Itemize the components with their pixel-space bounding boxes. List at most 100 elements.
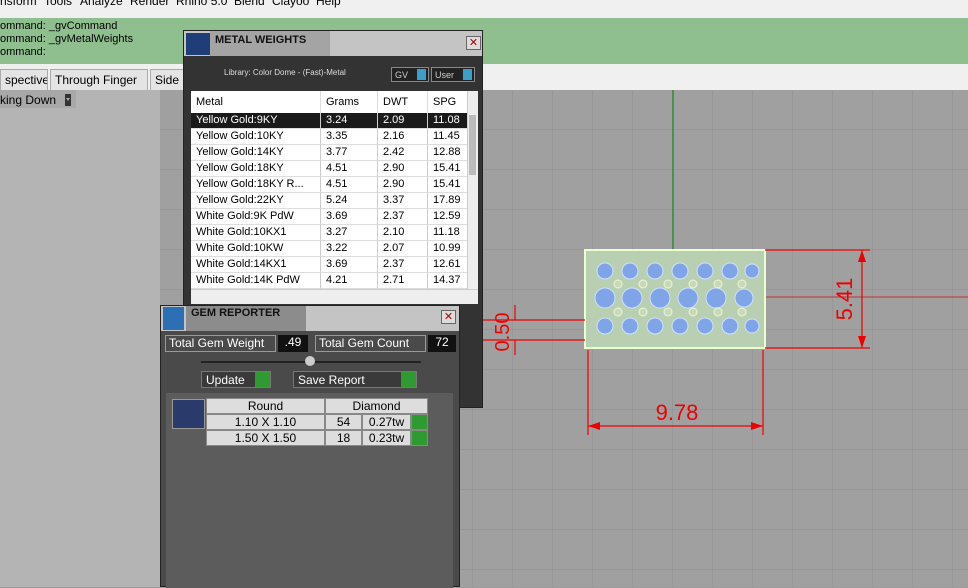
viewport-tab[interactable]: Through Finger — [50, 69, 148, 90]
table-cell: 12.61 — [428, 257, 478, 273]
table-cell: 11.08 — [428, 113, 478, 129]
table-cell: 3.27 — [321, 225, 378, 241]
table-cell: Yellow Gold:22KY — [191, 193, 321, 209]
button[interactable]: Save Report — [293, 371, 417, 388]
total-count-label: Total Gem Count — [315, 335, 426, 352]
menu-item[interactable]: Help — [316, 0, 341, 8]
table-cell: 4.51 — [321, 161, 378, 177]
command-line: ommand: _gvCommand — [0, 20, 118, 32]
dimension-label: 9.78 — [656, 400, 699, 425]
viewport-dropdown[interactable] — [65, 94, 71, 106]
horizontal-scrollbar[interactable] — [191, 289, 478, 304]
dimension-label: 0.50 — [492, 313, 514, 352]
vertical-scrollbar[interactable] — [467, 91, 478, 289]
menu-item[interactable]: Rhino 5.0 — [176, 0, 228, 8]
table-cell: 2.90 — [378, 161, 428, 177]
gem-reporter-window: GEM REPORTER ✕ Total Gem Weight .49 Tota… — [160, 305, 460, 588]
total-weight-value: .49 — [278, 335, 308, 352]
column-header[interactable]: DWT — [378, 91, 428, 113]
scroll-thumb[interactable] — [469, 115, 476, 175]
table-cell: 3.37 — [378, 193, 428, 209]
column-header[interactable]: Metal — [191, 91, 321, 113]
column-header: Round — [206, 398, 325, 414]
menu-bar: nsform Tools Analyze Render Rhino 5.0 Blend Cl… — [0, 0, 968, 18]
table-cell: 4.21 — [321, 273, 378, 289]
dropdown-arrow[interactable] — [463, 69, 472, 80]
library-label: Library: Color Dome - (Fast)-Metal — [224, 68, 346, 77]
metal-weights-window: METAL WEIGHTS ✕ Library: Color Dome - (F… — [183, 30, 483, 408]
table-cell: 1.10 X 1.10 — [206, 414, 325, 430]
table-cell: Yellow Gold:14KY — [191, 145, 321, 161]
table-cell: 2.71 — [378, 273, 428, 289]
table-cell: White Gold:14KX1 — [191, 257, 321, 273]
table-cell: Yellow Gold:9KY — [191, 113, 321, 129]
table-cell: White Gold:9K PdW — [191, 209, 321, 225]
dimension-label: 5.41 — [832, 278, 857, 321]
column-header[interactable]: Grams — [321, 91, 378, 113]
close-button[interactable]: ✕ — [441, 310, 456, 324]
gem-shape-icon — [172, 399, 205, 429]
table-cell: 12.88 — [428, 145, 478, 161]
table-cell: 2.07 — [378, 241, 428, 257]
table-cell: 3.35 — [321, 129, 378, 145]
window-title: METAL WEIGHTS — [215, 34, 307, 46]
dropdown-arrow[interactable] — [417, 69, 426, 80]
title-bar: GEM REPORTER ✕ — [161, 306, 459, 331]
table-cell: White Gold:10KW — [191, 241, 321, 257]
table-cell: 11.18 — [428, 225, 478, 241]
table-cell: 3.69 — [321, 209, 378, 225]
table-cell: 14.37 — [428, 273, 478, 289]
button[interactable]: Update — [201, 371, 271, 388]
title-bg — [186, 306, 306, 331]
table-cell: 1.50 X 1.50 — [206, 430, 325, 446]
table-cell: 3.69 — [321, 257, 378, 273]
slider-thumb[interactable] — [305, 356, 315, 366]
gem-panel: Round Diamond 1.10 X 1.10 54 0.27tw 1.50 X 1.… — [166, 393, 453, 588]
column-header: Diamond — [325, 398, 428, 414]
table-cell: 2.16 — [378, 129, 428, 145]
viewport-tabs: spective Through Finger Side — [0, 64, 968, 90]
table-cell: 11.45 — [428, 129, 478, 145]
button-arrow[interactable] — [401, 372, 416, 387]
viewport-left — [0, 90, 160, 587]
table-cell: Yellow Gold:18KY R... — [191, 177, 321, 193]
table-cell: 54 — [325, 414, 362, 430]
row-action[interactable] — [411, 430, 428, 446]
window-title: GEM REPORTER — [191, 307, 281, 319]
gem-table: Round Diamond 1.10 X 1.10 54 0.27tw 1.50 X 1.… — [206, 398, 428, 446]
command-line: ommand: _gvMetalWeights — [0, 33, 134, 45]
dimension-lines — [480, 249, 870, 435]
menu-item[interactable]: Render — [130, 0, 170, 8]
metal-table: Metal Grams DWT SPG Yellow Gold:9KY 3.24 2.09 1… — [191, 91, 478, 289]
menu-item[interactable]: Tools — [44, 0, 73, 8]
table-cell: 15.41 — [428, 161, 478, 177]
close-button[interactable]: ✕ — [466, 36, 481, 50]
button-arrow[interactable] — [255, 372, 270, 387]
table-cell: 3.77 — [321, 145, 378, 161]
menu-item[interactable]: nsform — [0, 0, 37, 8]
viewport-title-bg — [0, 90, 76, 108]
menu-item[interactable]: Analyze — [80, 0, 123, 8]
table-cell: 10.99 — [428, 241, 478, 257]
table-cell: 2.42 — [378, 145, 428, 161]
viewport-tab[interactable]: spective — [0, 69, 48, 90]
table-cell: 0.23tw — [362, 430, 411, 446]
table-cell: 2.09 — [378, 113, 428, 129]
viewport: king Down 5.41 0.50 9.78 — [0, 90, 968, 587]
table-cell: Yellow Gold:10KY — [191, 129, 321, 145]
title-bg — [210, 31, 330, 56]
table-cell: 5.24 — [321, 193, 378, 209]
row-action[interactable] — [411, 414, 428, 430]
menu-item[interactable]: Blend — [234, 0, 265, 8]
table-cell: Yellow Gold:18KY — [191, 161, 321, 177]
table-cell: 2.10 — [378, 225, 428, 241]
table-cell: 3.24 — [321, 113, 378, 129]
table-cell: 4.51 — [321, 177, 378, 193]
command-history: ommand: _gvCommand ommand: _gvMetalWeight… — [0, 18, 968, 64]
menu-item[interactable]: Clayoo — [272, 0, 310, 8]
window-icon — [163, 307, 184, 330]
viewport-title[interactable]: king Down — [0, 93, 56, 107]
table-cell: 2.90 — [378, 177, 428, 193]
total-weight-label: Total Gem Weight — [165, 335, 276, 352]
